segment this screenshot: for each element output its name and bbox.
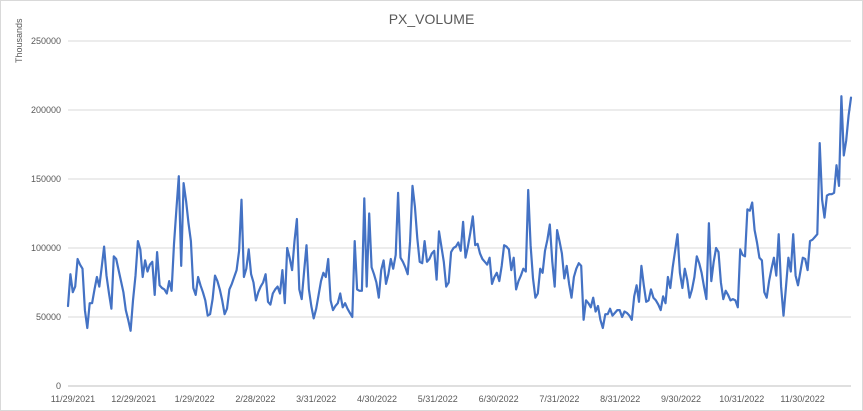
y-axis-ticks: 0 50000 100000 150000 200000 250000 [31, 36, 61, 391]
y-tick-label: 0 [56, 381, 61, 391]
x-tick-label: 11/29/2021 [51, 394, 95, 404]
x-tick-label: 12/29/2021 [111, 394, 156, 404]
y-tick-label: 250000 [31, 36, 61, 46]
x-tick-label: 4/30/2022 [357, 394, 397, 404]
series-line [66, 95, 853, 332]
x-tick-label: 6/30/2022 [479, 394, 519, 404]
x-axis-ticks: 11/29/2021 12/29/2021 1/29/2022 2/28/2022 3/… [51, 394, 825, 404]
series-group [66, 95, 853, 332]
chart-title: PX_VOLUME [388, 11, 475, 27]
x-tick-label: 2/28/2022 [235, 394, 275, 404]
y-tick-label: 200000 [31, 105, 61, 115]
x-tick-label: 10/31/2022 [719, 394, 764, 404]
x-tick-label: 11/30/2022 [780, 394, 824, 404]
x-tick-label: 3/31/2022 [296, 394, 336, 404]
y-tick-label: 50000 [36, 312, 61, 322]
gridlines [68, 40, 851, 387]
x-tick-label: 8/31/2022 [600, 394, 640, 404]
x-tick-label: 1/29/2022 [175, 394, 215, 404]
x-tick-label: 9/30/2022 [661, 394, 701, 404]
y-tick-label: 100000 [31, 243, 61, 253]
x-tick-label: 7/31/2022 [539, 394, 579, 404]
y-tick-label: 150000 [31, 174, 61, 184]
x-tick-label: 5/31/2022 [418, 394, 458, 404]
